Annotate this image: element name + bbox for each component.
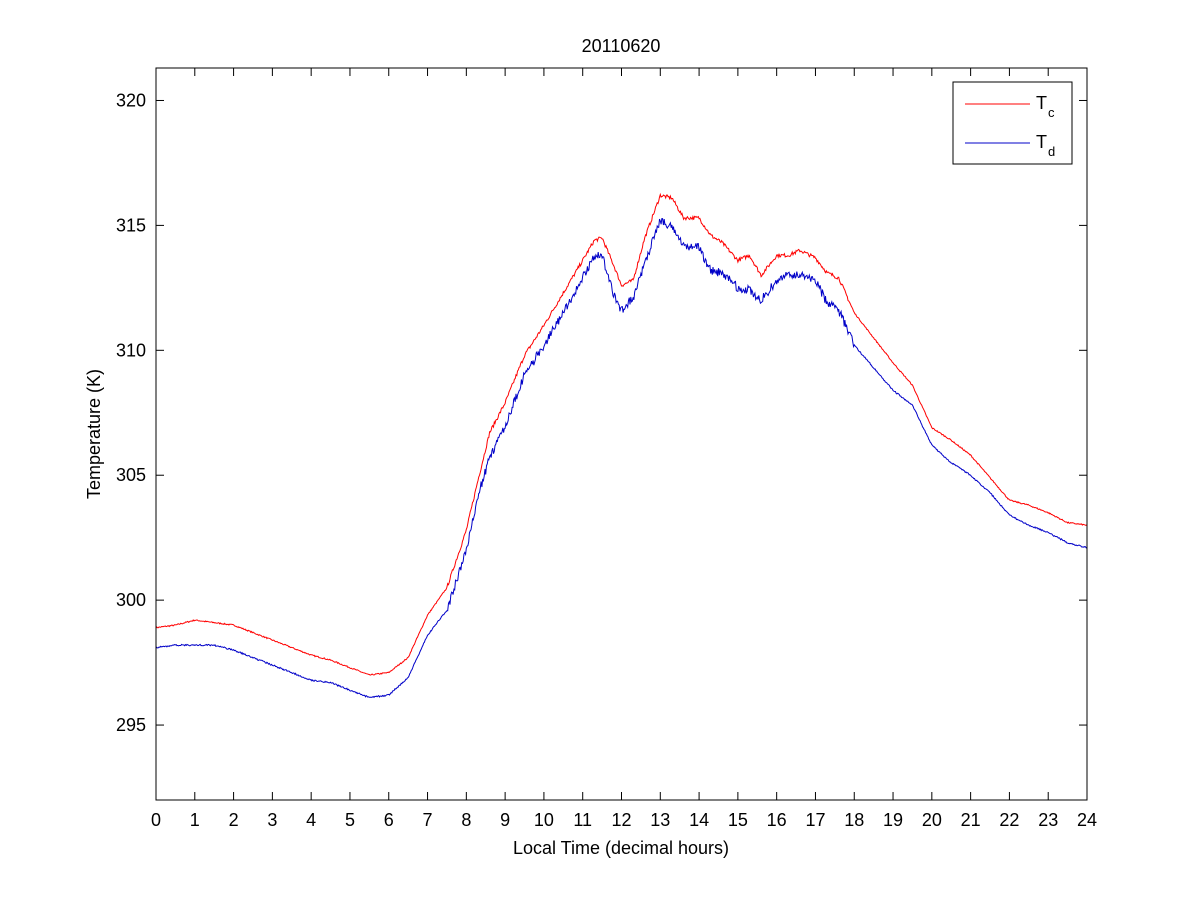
x-tick-label: 6: [384, 810, 394, 830]
x-tick-label: 22: [999, 810, 1019, 830]
y-tick-label: 295: [116, 715, 146, 735]
x-axis-ticks: 0 1 2 3 4 5 6 7 8 9 10 11 12 13 14 15 16 17 18 19 20 21 22 23 24: [151, 68, 1097, 830]
x-tick-label: 9: [500, 810, 510, 830]
legend-label-tc-subscript: c: [1048, 105, 1055, 120]
y-tick-label: 320: [116, 90, 146, 110]
x-tick-label: 20: [922, 810, 942, 830]
legend-label-tc: Tc: [1036, 93, 1055, 120]
x-tick-label: 16: [767, 810, 787, 830]
legend: Tc Td: [952, 81, 1073, 165]
legend-label-td-name: T: [1036, 132, 1047, 152]
x-tick-label: 24: [1077, 810, 1097, 830]
x-tick-label: 0: [151, 810, 161, 830]
legend-label-tc-name: T: [1036, 93, 1047, 113]
y-tick-label: 310: [116, 340, 146, 360]
x-tick-label: 21: [961, 810, 981, 830]
x-tick-label: 4: [306, 810, 316, 830]
x-tick-label: 7: [423, 810, 433, 830]
x-tick-label: 12: [611, 810, 631, 830]
x-tick-label: 14: [689, 810, 709, 830]
series-line-Tc: [155, 192, 1088, 676]
x-tick-label: 2: [229, 810, 239, 830]
x-tick-label: 13: [650, 810, 670, 830]
series-layer: [155, 192, 1088, 699]
x-tick-label: 23: [1038, 810, 1058, 830]
x-tick-label: 5: [345, 810, 355, 830]
legend-box: [952, 81, 1073, 165]
plot-area: [156, 68, 1087, 800]
y-axis-label: Temperature (K): [84, 369, 104, 499]
x-tick-label: 17: [805, 810, 825, 830]
chart-title: 20110620: [582, 36, 661, 56]
y-tick-label: 315: [116, 215, 146, 235]
x-axis-label: Local Time (decimal hours): [513, 838, 729, 858]
x-tick-label: 11: [573, 810, 592, 830]
x-tick-label: 15: [728, 810, 748, 830]
x-tick-label: 19: [883, 810, 903, 830]
x-tick-label: 10: [534, 810, 554, 830]
x-tick-label: 18: [844, 810, 864, 830]
legend-label-td-subscript: d: [1048, 144, 1055, 159]
series-line-Td: [155, 218, 1088, 699]
x-tick-label: 3: [267, 810, 277, 830]
x-tick-label: 8: [461, 810, 471, 830]
y-tick-label: 305: [116, 465, 146, 485]
y-tick-label: 300: [116, 590, 146, 610]
x-tick-label: 1: [190, 810, 200, 830]
legend-label-td: Td: [1036, 132, 1055, 159]
y-axis-ticks: 295 300 305 310 315 320: [116, 90, 1087, 735]
